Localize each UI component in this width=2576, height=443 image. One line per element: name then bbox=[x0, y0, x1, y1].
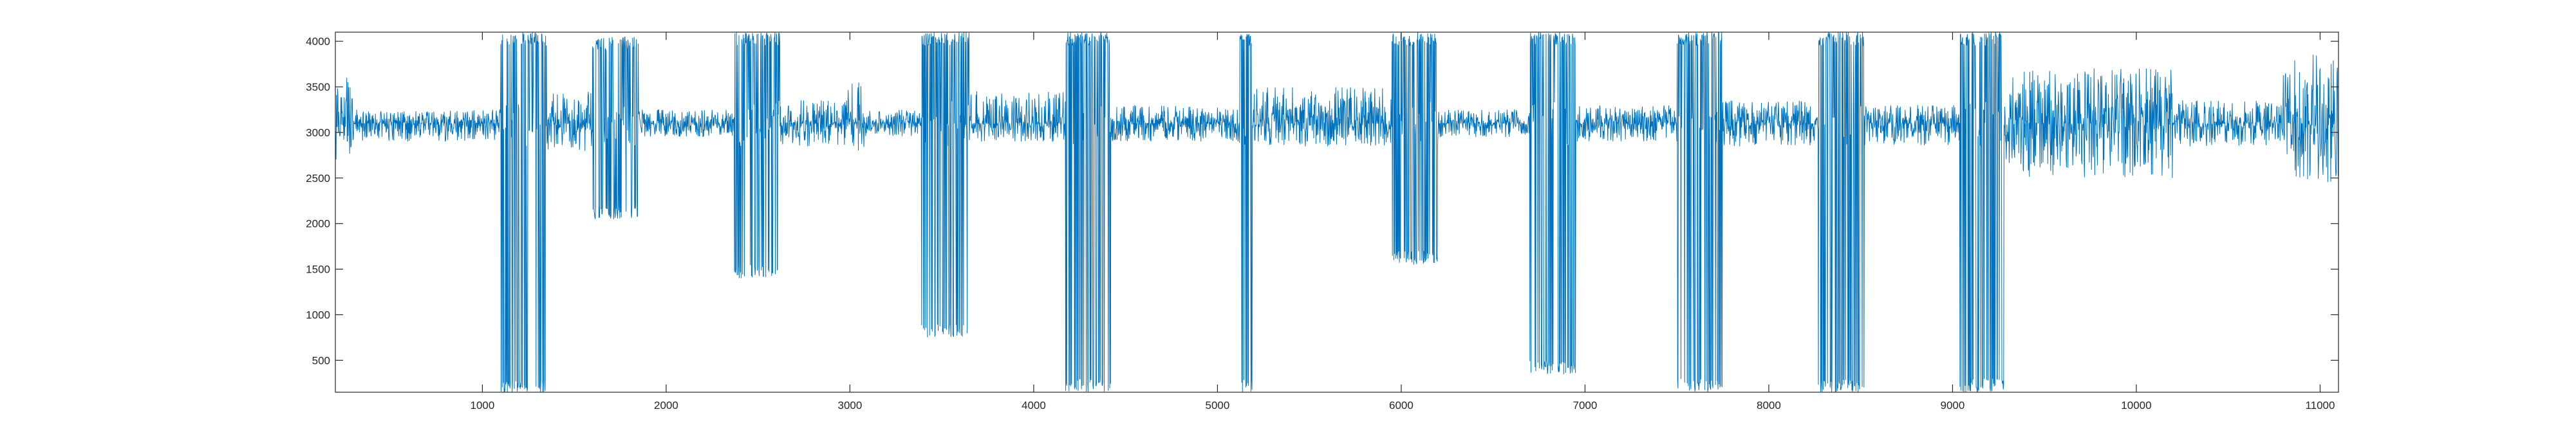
x-tick-label: 1000 bbox=[470, 399, 494, 411]
y-tick-label: 4000 bbox=[306, 35, 330, 48]
y-tick-label: 1500 bbox=[306, 264, 330, 276]
plot-area bbox=[335, 32, 2338, 392]
x-tick-label: 6000 bbox=[1389, 399, 1414, 411]
y-tick-label: 2000 bbox=[306, 218, 330, 230]
y-axis: 500 1000 1500 2000 2500 3000 3500 4000 bbox=[306, 35, 2338, 366]
y-tick-label: 3000 bbox=[306, 127, 330, 139]
x-tick-label: 10000 bbox=[2121, 399, 2151, 411]
x-tick-label: 9000 bbox=[1941, 399, 1965, 411]
x-tick-label: 8000 bbox=[1757, 399, 1781, 411]
x-tick-label: 3000 bbox=[837, 399, 862, 411]
y-tick-label: 2500 bbox=[306, 172, 330, 185]
data-series-layer bbox=[335, 32, 2339, 393]
axes-box bbox=[335, 32, 2339, 393]
y-tick-label: 3500 bbox=[306, 81, 330, 93]
y-tick-label: 500 bbox=[312, 354, 330, 366]
x-tick-label: 11000 bbox=[2305, 399, 2335, 411]
signal-series-line bbox=[335, 32, 2339, 393]
x-tick-label: 4000 bbox=[1022, 399, 1046, 411]
x-tick-label: 5000 bbox=[1206, 399, 1230, 411]
y-tick-label: 1000 bbox=[306, 309, 330, 321]
x-tick-label: 7000 bbox=[1573, 399, 1598, 411]
x-tick-label: 2000 bbox=[654, 399, 678, 411]
x-axis: 1000 2000 3000 4000 5000 6000 7000 8000 9000 1000… bbox=[470, 32, 2335, 411]
